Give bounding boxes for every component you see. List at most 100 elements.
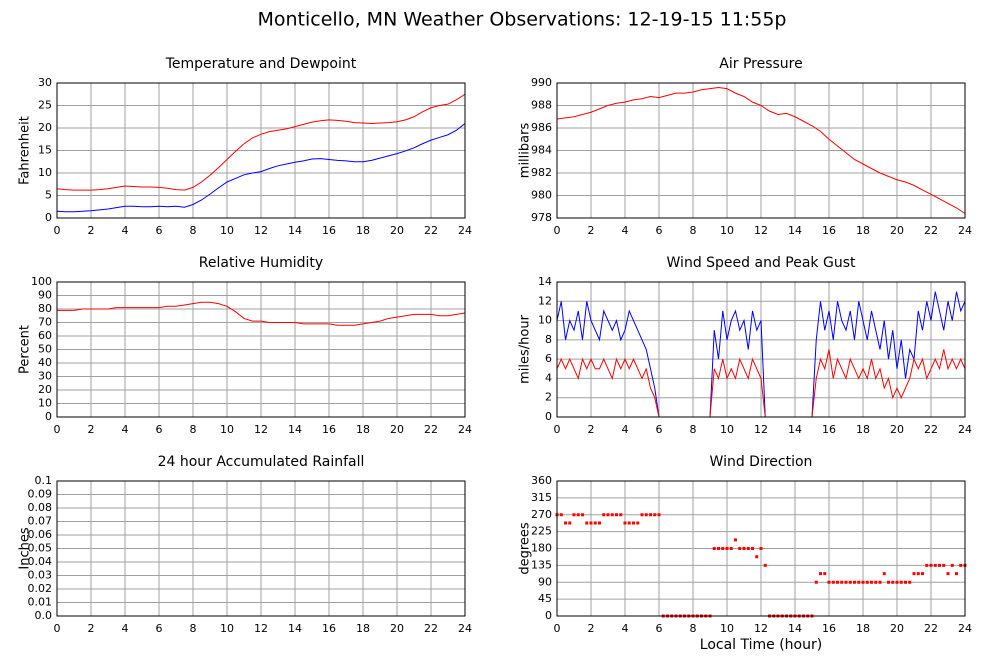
x-tick-label: 10 — [220, 224, 234, 237]
series-line — [556, 291, 966, 418]
x-tick-label: 24 — [458, 622, 472, 635]
x-tick-label: 24 — [458, 224, 472, 237]
plot-frame — [556, 480, 966, 617]
y-tick-label: 30 — [38, 370, 52, 383]
point — [827, 580, 831, 584]
point — [870, 580, 873, 584]
point — [729, 547, 733, 550]
x-tick-label: 10 — [220, 423, 234, 436]
x-tick-label: 14 — [288, 622, 302, 635]
y-tick-label: 0.0 — [35, 609, 53, 622]
x-tick-label: 10 — [220, 622, 234, 635]
point — [925, 563, 929, 567]
x-tick-label: 24 — [958, 622, 972, 635]
y-tick-label: 90 — [38, 289, 52, 302]
x-tick-label: 22 — [924, 224, 938, 237]
y-tick-label: 10 — [38, 397, 52, 410]
y-tick-label: 0.06 — [28, 528, 53, 541]
point — [938, 563, 941, 567]
point — [959, 563, 963, 567]
y-tick-label: 14 — [538, 275, 552, 288]
x-tick-label: 2 — [88, 423, 95, 436]
x-tick-label: 24 — [958, 224, 972, 237]
point — [644, 513, 648, 517]
plot-frame — [56, 82, 466, 219]
y-axis-label: degrees — [518, 522, 533, 575]
point — [649, 513, 652, 517]
point — [585, 521, 589, 525]
x-tick-label: 14 — [288, 423, 302, 436]
y-tick-label: 984 — [531, 144, 552, 157]
y-tick-label: 10 — [538, 314, 552, 327]
point — [895, 580, 899, 584]
point — [746, 547, 750, 550]
x-tick-label: 0 — [554, 224, 561, 237]
point — [615, 513, 618, 517]
x-tick-label: 2 — [588, 423, 595, 436]
point — [593, 521, 597, 525]
y-axis-label: millibars — [518, 123, 533, 179]
y-tick-label: 0 — [45, 211, 52, 224]
y-tick-label: 270 — [531, 508, 552, 521]
x-tick-label: 22 — [924, 423, 938, 436]
point — [721, 547, 725, 550]
y-tick-label: 990 — [531, 76, 552, 89]
point — [840, 580, 844, 584]
y-tick-label: 0.09 — [28, 488, 53, 501]
point — [606, 513, 610, 517]
point — [955, 572, 958, 576]
y-tick-label: 60 — [38, 329, 52, 342]
y-tick-label: 50 — [38, 343, 52, 356]
x-tick-label: 18 — [356, 622, 370, 635]
chart-title: Wind Direction — [710, 454, 813, 470]
y-tick-label: 982 — [531, 166, 552, 179]
y-tick-label: 315 — [531, 491, 552, 504]
x-tick-label: 18 — [856, 622, 870, 635]
y-tick-label: 180 — [531, 542, 552, 555]
chart-title: Relative Humidity — [199, 255, 323, 271]
x-tick-label: 10 — [720, 224, 734, 237]
y-tick-label: 988 — [531, 99, 552, 112]
point — [887, 580, 890, 584]
x-tick-label: 6 — [156, 423, 163, 436]
x-tick-label: 18 — [856, 224, 870, 237]
chart-title: 24 hour Accumulated Rainfall — [158, 454, 365, 470]
x-tick-label: 2 — [588, 622, 595, 635]
series-line — [556, 349, 966, 418]
x-tick-label: 10 — [720, 622, 734, 635]
y-tick-label: 15 — [38, 144, 52, 157]
x-tick-label: 20 — [890, 224, 904, 237]
point — [589, 521, 593, 525]
point — [712, 547, 716, 550]
y-tick-label: 40 — [38, 356, 52, 369]
x-tick-label: 16 — [822, 224, 836, 237]
series-line — [57, 301, 466, 326]
point — [814, 580, 818, 584]
point — [857, 580, 861, 584]
x-tick-label: 16 — [322, 224, 336, 237]
point — [619, 513, 623, 517]
x-tick-label: 20 — [390, 224, 404, 237]
x-tick-label: 8 — [690, 423, 697, 436]
point — [751, 547, 754, 550]
y-tick-label: 20 — [38, 383, 52, 396]
point — [755, 555, 759, 559]
point — [882, 572, 886, 576]
x-tick-label: 8 — [690, 224, 697, 237]
point — [602, 513, 606, 517]
y-tick-label: 0.03 — [28, 569, 53, 582]
plot-frame — [56, 480, 466, 617]
y-tick-label: 12 — [538, 294, 552, 307]
point — [759, 547, 763, 550]
x-tick-label: 6 — [656, 224, 663, 237]
x-tick-label: 16 — [822, 622, 836, 635]
point — [559, 513, 563, 517]
y-tick-label: 0.05 — [28, 542, 53, 555]
y-tick-label: 100 — [31, 275, 52, 288]
point — [946, 572, 950, 576]
y-tick-label: 0 — [545, 609, 552, 622]
series-line — [56, 93, 466, 191]
plot-frame — [56, 281, 466, 418]
y-tick-label: 0.08 — [28, 501, 53, 514]
